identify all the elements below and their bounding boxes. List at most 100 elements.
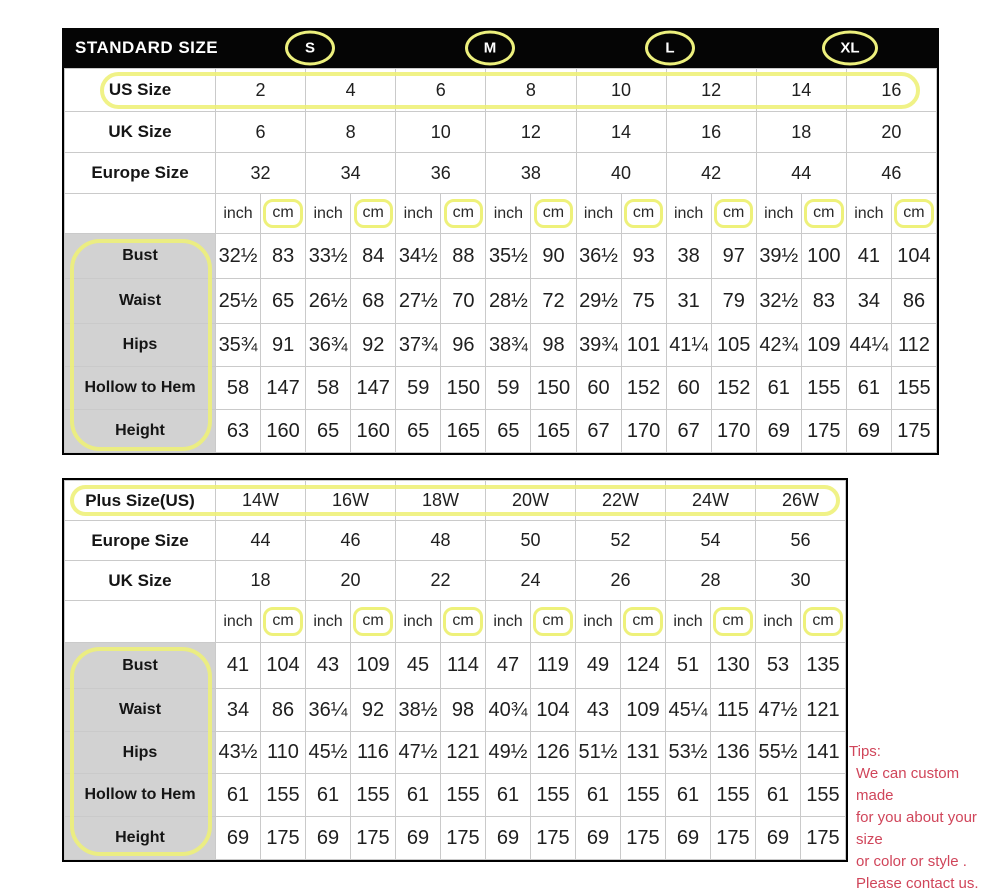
cm-header: cm xyxy=(440,600,486,643)
measure-cell: 83 xyxy=(800,278,847,324)
unit-row: inch cm inch cm inch cm inch cm inch cm inch cm inch… xyxy=(64,600,846,643)
cm-highlight-badge: cm xyxy=(623,607,663,636)
measure-cell: 49½ xyxy=(485,731,531,774)
measure-cell: 40¾ xyxy=(485,688,531,732)
measure-row-label: Hips xyxy=(64,731,216,774)
row-label: Europe Size xyxy=(64,152,216,194)
measure-cell: 38½ xyxy=(395,688,441,732)
size-cell: 26 xyxy=(575,560,666,601)
measure-cell: 61 xyxy=(485,773,531,817)
measure-cell: 147 xyxy=(260,366,307,410)
measure-cell: 175 xyxy=(350,816,396,860)
measure-cell: 98 xyxy=(530,323,577,367)
size-cell: 44 xyxy=(755,152,847,194)
measure-cell: 28½ xyxy=(485,278,532,324)
size-badge-l: L xyxy=(645,30,695,66)
size-cell: 18 xyxy=(215,560,306,601)
size-row: Europe Size 44 46 48 50 52 54 56 xyxy=(64,520,846,561)
measure-cell: 43 xyxy=(575,688,621,732)
plus-size-table: Plus Size(US) 14W 16W 18W 20W 22W 24W 26W Europe… xyxy=(62,478,848,862)
measure-cell: 155 xyxy=(620,773,666,817)
measure-cell: 61 xyxy=(395,773,441,817)
measure-row: Waist 25½ 65 26½ 68 27½ 70 28½ 72 29½ 75 31 79 32½ 83 3… xyxy=(64,278,938,324)
standard-table-header: STANDARD SIZE S M L XL xyxy=(62,28,939,68)
measure-cell: 101 xyxy=(620,323,667,367)
measure-cell: 97 xyxy=(710,233,757,279)
measure-cell: 160 xyxy=(260,409,307,453)
cm-header: cm xyxy=(800,193,847,234)
size-cell: 34 xyxy=(305,152,397,194)
measure-cell: 175 xyxy=(440,816,486,860)
measure-row: Hollow to Hem 61 155 61 155 61 155 61 155 61 155 61… xyxy=(64,773,846,817)
measure-cell: 93 xyxy=(620,233,667,279)
measure-cell: 175 xyxy=(530,816,576,860)
size-cell: 28 xyxy=(665,560,756,601)
measure-cell: 130 xyxy=(710,642,756,689)
measure-cell: 53½ xyxy=(665,731,711,774)
measure-cell: 115 xyxy=(710,688,756,732)
size-cell: 40 xyxy=(575,152,667,194)
measure-cell: 25½ xyxy=(214,278,262,324)
measure-cell: 155 xyxy=(890,366,938,410)
measure-cell: 47½ xyxy=(755,688,801,732)
inch-header: inch xyxy=(575,193,622,234)
measure-cell: 67 xyxy=(665,409,712,453)
cm-header: cm xyxy=(620,600,666,643)
measure-cell: 86 xyxy=(890,278,938,324)
measure-cell: 70 xyxy=(440,278,487,324)
cm-highlight-badge: cm xyxy=(443,199,483,228)
size-cell: 30 xyxy=(755,560,846,601)
measure-cell: 170 xyxy=(710,409,757,453)
measure-cell: 112 xyxy=(890,323,938,367)
measure-cell: 61 xyxy=(665,773,711,817)
size-cell: 12 xyxy=(485,111,577,153)
measure-cell: 79 xyxy=(710,278,757,324)
measure-cell: 65 xyxy=(395,409,442,453)
measure-cell: 59 xyxy=(485,366,532,410)
measure-cell: 43½ xyxy=(215,731,261,774)
measure-row: Hollow to Hem 58 147 58 147 59 150 59 150 60 152 60… xyxy=(64,366,938,410)
cm-highlight-badge: cm xyxy=(353,199,393,228)
size-cell: 38 xyxy=(485,152,577,194)
measure-cell: 45½ xyxy=(305,731,351,774)
measure-cell: 109 xyxy=(350,642,396,689)
size-row: UK Size 6 8 10 12 14 16 18 20 xyxy=(64,111,938,153)
measure-row-label: Bust xyxy=(64,642,216,689)
measure-cell: 35½ xyxy=(485,233,532,279)
row-label: Plus Size(US) xyxy=(64,480,216,521)
inch-header: inch xyxy=(485,193,532,234)
tips-note: Tips: We can custom made for you about y… xyxy=(849,741,1000,895)
measure-cell: 121 xyxy=(440,731,486,774)
measure-cell: 61 xyxy=(305,773,351,817)
measure-cell: 29½ xyxy=(575,278,622,324)
measure-cell: 155 xyxy=(440,773,486,817)
size-cell: 54 xyxy=(665,520,756,561)
standard-size-grid: US Size 2 4 6 8 10 12 14 16 UK Size 6 8 10 12 14 16 18 20… xyxy=(64,68,938,453)
inch-header: inch xyxy=(665,600,711,643)
size-row: UK Size 18 20 22 24 26 28 30 xyxy=(64,560,846,601)
measure-cell: 60 xyxy=(665,366,712,410)
inch-header: inch xyxy=(665,193,712,234)
inch-header: inch xyxy=(575,600,621,643)
measure-cell: 37¾ xyxy=(395,323,442,367)
measure-cell: 53 xyxy=(755,642,801,689)
measure-cell: 65 xyxy=(260,278,307,324)
size-cell: 56 xyxy=(755,520,846,561)
measure-cell: 88 xyxy=(440,233,487,279)
row-label: UK Size xyxy=(64,111,216,153)
cm-header: cm xyxy=(350,193,397,234)
measure-cell: 155 xyxy=(710,773,756,817)
measure-cell: 84 xyxy=(350,233,397,279)
inch-header: inch xyxy=(395,600,441,643)
measure-cell: 41¼ xyxy=(665,323,712,367)
measure-cell: 92 xyxy=(350,323,397,367)
measure-cell: 58 xyxy=(214,366,262,410)
tips-line: We can custom made xyxy=(856,765,960,804)
measure-cell: 32½ xyxy=(214,233,262,279)
size-cell: 32 xyxy=(214,152,307,194)
measure-cell: 59 xyxy=(395,366,442,410)
size-cell: 14 xyxy=(575,111,667,153)
measure-row: Bust 32½ 83 33½ 84 34½ 88 35½ 90 36½ 93 38 97 39½ 100 4… xyxy=(64,233,938,279)
measure-cell: 100 xyxy=(800,233,847,279)
size-cell: 16 xyxy=(845,68,938,112)
